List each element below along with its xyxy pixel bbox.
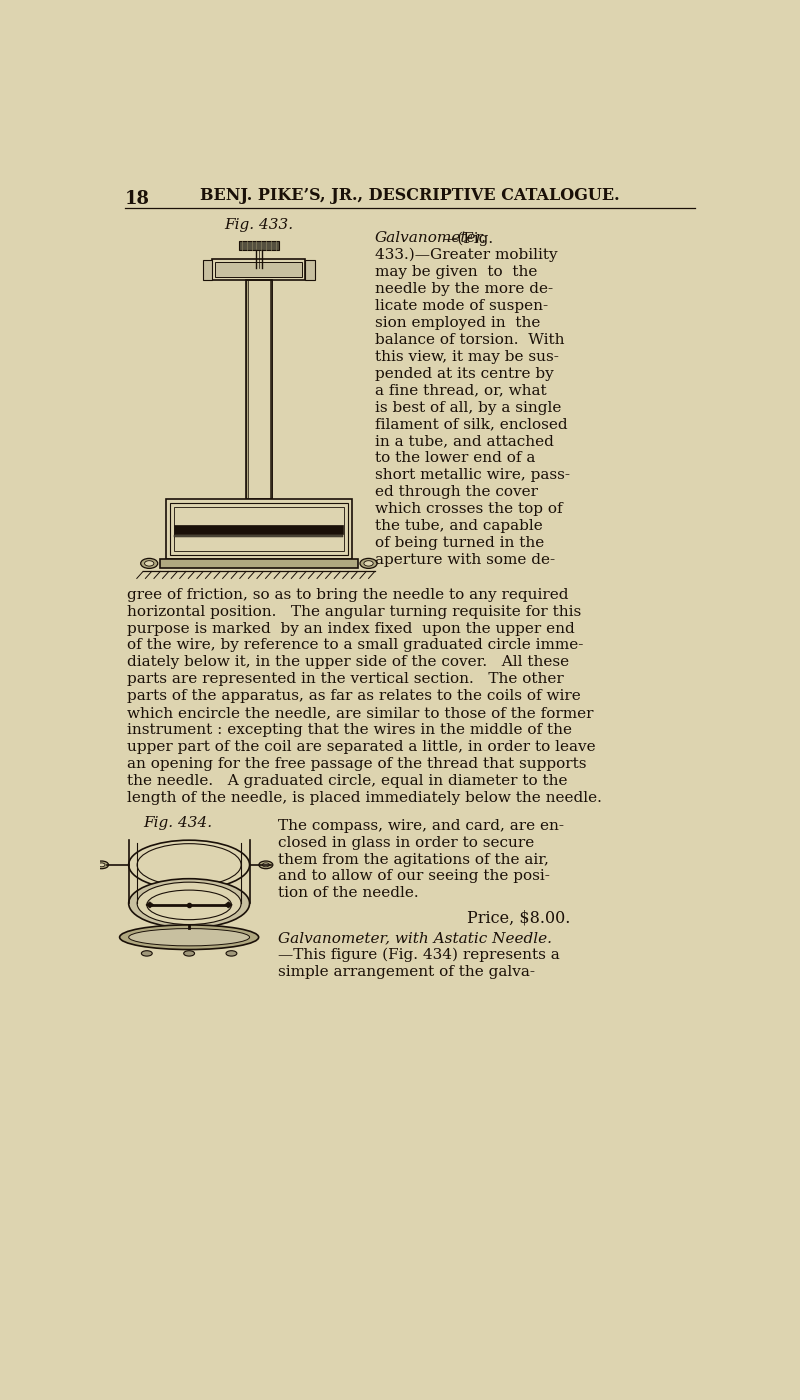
- Ellipse shape: [147, 890, 231, 920]
- Ellipse shape: [259, 861, 273, 868]
- Text: an opening for the free passage of the thread that supports: an opening for the free passage of the t…: [127, 757, 586, 771]
- Text: instrument : excepting that the wires in the middle of the: instrument : excepting that the wires in…: [127, 724, 572, 738]
- Text: simple arrangement of the galva-: simple arrangement of the galva-: [278, 965, 535, 979]
- Text: parts of the apparatus, as far as relates to the coils of wire: parts of the apparatus, as far as relate…: [127, 689, 581, 703]
- Text: the needle.   A graduated circle, equal in diameter to the: the needle. A graduated circle, equal in…: [127, 774, 568, 788]
- Text: may be given  to  the: may be given to the: [375, 265, 538, 279]
- Text: Fig. 434.: Fig. 434.: [143, 816, 212, 830]
- Text: —This figure (Fig. 434) represents a: —This figure (Fig. 434) represents a: [278, 948, 560, 962]
- Text: Galvanometer, with Astatic Needle.: Galvanometer, with Astatic Needle.: [278, 931, 552, 945]
- Text: licate mode of suspen-: licate mode of suspen-: [375, 300, 548, 314]
- Ellipse shape: [129, 879, 250, 928]
- Text: to the lower end of a: to the lower end of a: [375, 451, 535, 465]
- Ellipse shape: [364, 560, 373, 566]
- Ellipse shape: [142, 951, 152, 956]
- Text: ed through the cover: ed through the cover: [375, 486, 538, 500]
- Bar: [170, 503, 348, 556]
- Ellipse shape: [145, 560, 154, 566]
- Polygon shape: [225, 902, 232, 909]
- Text: aperture with some de-: aperture with some de-: [375, 553, 555, 567]
- Text: upper part of the coil are separated a little, in order to leave: upper part of the coil are separated a l…: [127, 741, 596, 755]
- Ellipse shape: [184, 951, 194, 956]
- Text: filament of silk, enclosed: filament of silk, enclosed: [375, 417, 568, 431]
- Text: a fine thread, or, what: a fine thread, or, what: [375, 384, 546, 398]
- Bar: [246, 280, 248, 500]
- Bar: [246, 280, 272, 500]
- Text: gree of friction, so as to bring the needle to any required: gree of friction, so as to bring the nee…: [127, 588, 569, 602]
- Text: length of the needle, is placed immediately below the needle.: length of the needle, is placed immediat…: [127, 791, 602, 805]
- Bar: [174, 525, 343, 533]
- Text: of being turned in the: of being turned in the: [375, 536, 544, 550]
- Text: purpose is marked  by an index fixed  upon the upper end: purpose is marked by an index fixed upon…: [127, 622, 575, 636]
- Bar: [203, 259, 212, 280]
- Text: closed in glass in order to secure: closed in glass in order to secure: [278, 836, 534, 850]
- Ellipse shape: [262, 862, 270, 867]
- Ellipse shape: [137, 882, 241, 924]
- Text: the tube, and capable: the tube, and capable: [375, 519, 543, 533]
- Text: which encircle the needle, are similar to those of the former: which encircle the needle, are similar t…: [127, 706, 594, 720]
- Bar: [212, 259, 306, 280]
- Text: and to allow of our seeing the posi-: and to allow of our seeing the posi-: [278, 869, 550, 883]
- Ellipse shape: [141, 559, 158, 568]
- Text: in a tube, and attached: in a tube, and attached: [375, 434, 554, 448]
- Text: 18: 18: [125, 189, 150, 207]
- Text: this view, it may be sus-: this view, it may be sus-: [375, 350, 559, 364]
- Ellipse shape: [94, 861, 109, 868]
- Text: BENJ. PIKE’S, JR., DESCRIPTIVE CATALOGUE.: BENJ. PIKE’S, JR., DESCRIPTIVE CATALOGUE…: [200, 188, 620, 204]
- Text: which crosses the top of: which crosses the top of: [375, 503, 562, 517]
- Text: pended at its centre by: pended at its centre by: [375, 367, 554, 381]
- Text: diately below it, in the upper side of the cover.   All these: diately below it, in the upper side of t…: [127, 655, 570, 669]
- Text: needle by the more de-: needle by the more de-: [375, 281, 554, 295]
- Ellipse shape: [129, 928, 250, 946]
- Bar: [215, 262, 302, 277]
- Ellipse shape: [98, 862, 105, 867]
- Bar: [166, 500, 352, 559]
- Text: them from the agitations of the air,: them from the agitations of the air,: [278, 853, 549, 867]
- Text: balance of torsion.  With: balance of torsion. With: [375, 333, 565, 347]
- Bar: [174, 507, 344, 552]
- Text: short metallic wire, pass-: short metallic wire, pass-: [375, 468, 570, 482]
- Bar: [160, 559, 358, 567]
- Polygon shape: [146, 902, 154, 909]
- Bar: [270, 280, 272, 500]
- Ellipse shape: [360, 559, 377, 568]
- Bar: [174, 535, 343, 536]
- Text: horizontal position.   The angular turning requisite for this: horizontal position. The angular turning…: [127, 605, 582, 619]
- Text: is best of all, by a single: is best of all, by a single: [375, 400, 562, 414]
- Text: Fig. 433.: Fig. 433.: [224, 218, 294, 232]
- Text: of the wire, by reference to a small graduated circle imme-: of the wire, by reference to a small gra…: [127, 638, 583, 652]
- Bar: [238, 241, 279, 249]
- Text: Price, $8.00.: Price, $8.00.: [467, 910, 570, 927]
- Text: tion of the needle.: tion of the needle.: [278, 886, 419, 900]
- Text: 433.)—Greater mobility: 433.)—Greater mobility: [375, 248, 558, 262]
- Text: parts are represented in the vertical section.   The other: parts are represented in the vertical se…: [127, 672, 564, 686]
- Text: The compass, wire, and card, are en-: The compass, wire, and card, are en-: [278, 819, 564, 833]
- Text: Galvanometer.: Galvanometer.: [375, 231, 487, 245]
- Ellipse shape: [226, 951, 237, 956]
- Ellipse shape: [120, 925, 258, 949]
- Text: sion employed in  the: sion employed in the: [375, 316, 541, 330]
- Text: —(Fig.: —(Fig.: [442, 231, 494, 245]
- Bar: [306, 259, 314, 280]
